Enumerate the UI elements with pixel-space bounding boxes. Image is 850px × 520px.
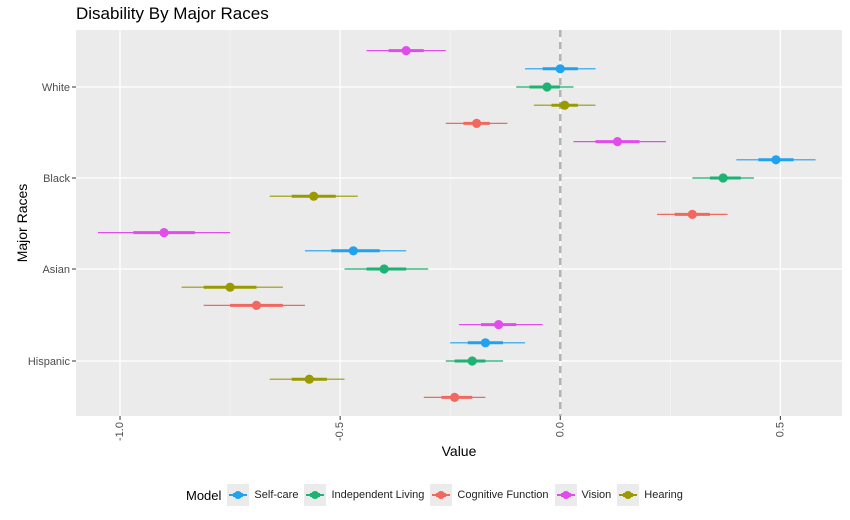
legend-key: [430, 484, 453, 506]
legend-label: Cognitive Function: [457, 489, 549, 501]
legend-item: Cognitive Function: [430, 484, 549, 506]
legend-title: Model: [186, 487, 222, 503]
point-range-hispanic-vision: [459, 320, 543, 330]
point-range-asian-vision: [98, 228, 231, 238]
legend-item: Vision: [554, 484, 612, 506]
point-range-asian-self-care: [304, 246, 407, 256]
point-range-hispanic-self-care: [450, 338, 526, 348]
y-axis-ticks: White Black Asian Hispanic: [28, 82, 76, 368]
plot-panel: [76, 30, 842, 416]
point-range-hispanic-independent-living: [445, 356, 504, 366]
x-tick-label: -1.0: [114, 422, 126, 441]
legend-key: [227, 484, 250, 506]
legend-items: Self-care Independent Living Cognitive Fun…: [227, 484, 688, 506]
x-tick-label: 0.0: [554, 422, 566, 437]
y-axis-label: Major Races: [14, 183, 30, 263]
point-range-black-vision: [573, 137, 666, 147]
point-range-white-self-care: [525, 64, 596, 74]
point-range-white-independent-living: [516, 82, 574, 92]
minor-gridlines: [229, 30, 671, 416]
legend-item: Independent Living: [304, 484, 424, 506]
point-range-black-independent-living: [692, 173, 754, 183]
y-tick-label: White: [42, 82, 70, 94]
estimate-point: [472, 118, 482, 128]
point-range-asian-independent-living: [344, 264, 429, 274]
legend-label: Vision: [581, 489, 612, 501]
estimate-point: [304, 374, 314, 384]
estimate-point: [309, 191, 319, 201]
estimate-point: [159, 228, 169, 238]
estimate-point: [718, 173, 728, 183]
x-tick-label: -0.5: [334, 422, 346, 441]
legend-key: [617, 484, 640, 506]
legend-item: Self-care: [227, 484, 298, 506]
estimate-point: [542, 82, 552, 92]
estimate-point: [348, 246, 358, 256]
estimate-point: [467, 356, 477, 366]
estimate-point: [560, 100, 570, 110]
legend-item: Hearing: [617, 484, 683, 506]
estimate-point: [687, 209, 697, 219]
estimate-point: [494, 320, 504, 330]
estimate-point: [251, 300, 262, 310]
legend: Model Self-care Independent Living Cogniti…: [186, 483, 689, 507]
estimate-point: [449, 392, 460, 402]
estimate-point: [771, 155, 781, 165]
y-tick-label: Hispanic: [28, 356, 71, 368]
point-range-black-cognitive-function: [657, 209, 728, 219]
chart-marks: [98, 46, 816, 402]
point-range-black-self-care: [736, 155, 816, 165]
estimate-point: [401, 46, 411, 56]
legend-label: Hearing: [644, 489, 683, 501]
point-range-hispanic-cognitive-function: [423, 392, 486, 402]
point-range-black-hearing: [269, 191, 358, 201]
estimate-point: [225, 282, 235, 292]
estimate-point: [379, 264, 389, 274]
point-range-hispanic-hearing: [269, 374, 345, 384]
estimate-point: [612, 137, 623, 147]
legend-label: Self-care: [254, 489, 299, 501]
point-range-white-vision: [366, 46, 446, 56]
point-range-asian-hearing: [181, 282, 283, 292]
point-range-white-cognitive-function: [445, 118, 508, 128]
chart-title: Disability By Major Races: [76, 4, 269, 23]
y-tick-label: Asian: [42, 264, 70, 276]
legend-key: [304, 484, 327, 506]
point-range-asian-cognitive-function: [203, 300, 305, 310]
y-tick-label: Black: [43, 173, 70, 185]
point-range-white-hearing: [533, 100, 596, 110]
x-tick-label: 0.5: [774, 422, 786, 437]
legend-key: [554, 484, 577, 506]
estimate-point: [480, 338, 491, 348]
x-axis-ticks: -1.0 -0.5 0.0 0.5: [114, 416, 786, 441]
legend-label: Independent Living: [331, 489, 425, 501]
estimate-point: [555, 64, 565, 74]
x-axis-label: Value: [441, 443, 477, 459]
